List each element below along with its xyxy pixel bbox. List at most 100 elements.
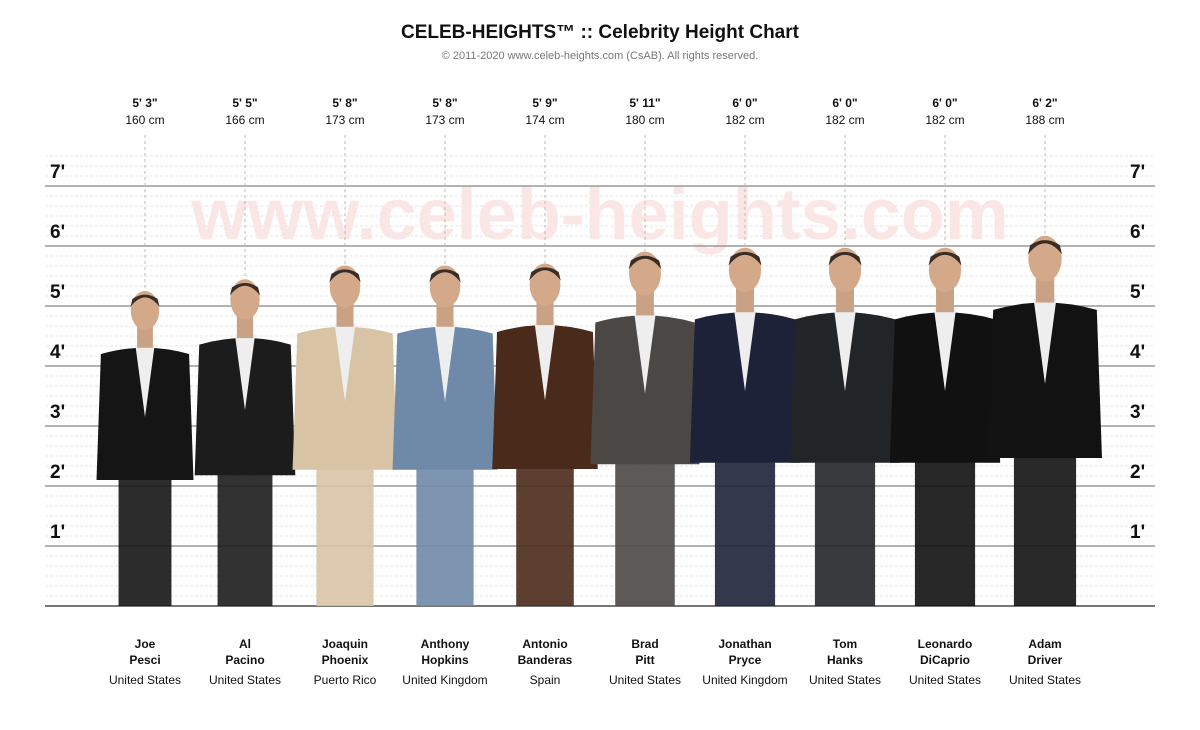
first-name: Joaquin: [322, 637, 368, 651]
height-cm-label: 182 cm: [925, 113, 964, 127]
head: [728, 247, 762, 293]
country: United States: [1009, 673, 1081, 687]
hair: [329, 269, 361, 283]
shirt: [1033, 298, 1057, 384]
head: [928, 247, 962, 293]
person-figure: [889, 135, 1001, 606]
first-name: Adam: [1028, 637, 1061, 651]
y-tick-label: 7': [50, 162, 65, 183]
head: [828, 247, 862, 293]
head: [629, 251, 661, 296]
first-name: Al: [239, 637, 251, 651]
person-figure: [392, 135, 498, 606]
head: [329, 265, 361, 308]
head: [1028, 235, 1062, 282]
hair: [928, 251, 962, 266]
shirt: [733, 308, 757, 392]
y-tick-label-right: 7': [1130, 162, 1145, 183]
shirt: [334, 323, 356, 402]
last-name: Pitt: [635, 653, 654, 667]
head: [230, 279, 260, 320]
height-ft-label: 5' 5": [232, 96, 257, 110]
height-ft-label: 6' 0": [732, 96, 757, 110]
country: Puerto Rico: [314, 673, 377, 687]
shirt: [135, 344, 155, 418]
country: United States: [609, 673, 681, 687]
country: Spain: [530, 673, 561, 687]
shirt: [534, 321, 556, 401]
height-cm-label: 182 cm: [825, 113, 864, 127]
person-figure: [689, 135, 801, 606]
country: United Kingdom: [402, 673, 487, 687]
y-tick-label: 2': [50, 462, 65, 483]
shirt: [434, 323, 456, 402]
height-cm-label: 160 cm: [125, 113, 164, 127]
person-figure: [988, 135, 1102, 606]
last-name: DiCaprio: [920, 653, 970, 667]
last-name: Phoenix: [322, 653, 369, 667]
head: [529, 263, 561, 306]
shirt: [933, 308, 957, 392]
height-cm-label: 173 cm: [325, 113, 364, 127]
height-ft-label: 5' 11": [629, 96, 660, 110]
last-name: Hopkins: [421, 653, 469, 667]
country: United Kingdom: [702, 673, 787, 687]
hair: [1027, 240, 1063, 255]
height-cm-label: 188 cm: [1025, 113, 1064, 127]
height-cm-label: 180 cm: [625, 113, 664, 127]
y-tick-label: 5': [50, 282, 65, 303]
person-figure: [590, 135, 700, 606]
chart-title: CELEB-HEIGHTS™ :: Celebrity Height Chart: [401, 22, 800, 43]
y-tick-label-right: 6': [1130, 222, 1145, 243]
last-name: Banderas: [518, 653, 573, 667]
hair: [628, 255, 662, 270]
hair: [229, 282, 261, 296]
first-name: Jonathan: [718, 637, 771, 651]
height-cm-label: 166 cm: [225, 113, 264, 127]
person-figure: [96, 135, 194, 606]
first-name: Leonardo: [918, 637, 973, 651]
person-figure: [789, 135, 901, 606]
watermark: www.celeb-heights.com: [190, 175, 1009, 255]
last-name: Pryce: [729, 653, 762, 667]
last-name: Driver: [1028, 653, 1063, 667]
height-ft-label: 6' 0": [932, 96, 957, 110]
country: United States: [809, 673, 881, 687]
y-tick-label-right: 1': [1130, 522, 1145, 543]
shirt: [634, 311, 656, 394]
y-tick-label: 1': [50, 522, 65, 543]
person-figure: [292, 135, 398, 606]
hair: [728, 251, 762, 266]
head: [130, 291, 160, 331]
person-figure: [194, 135, 296, 606]
height-cm-label: 174 cm: [525, 113, 564, 127]
first-name: Antonio: [522, 637, 567, 651]
legs: [217, 449, 273, 606]
hair: [828, 251, 862, 266]
first-name: Brad: [631, 637, 658, 651]
last-name: Pesci: [129, 653, 160, 667]
country: United States: [109, 673, 181, 687]
height-ft-label: 5' 8": [432, 96, 457, 110]
chart-subtitle: © 2011-2020 www.celeb-heights.com (CsAB)…: [442, 50, 759, 62]
person-figure: [492, 135, 598, 606]
legs: [1013, 428, 1077, 606]
height-cm-label: 182 cm: [725, 113, 764, 127]
y-tick-label-right: 5': [1130, 282, 1145, 303]
head: [429, 265, 461, 308]
last-name: Hanks: [827, 653, 863, 667]
country: United States: [909, 673, 981, 687]
hair: [130, 294, 160, 307]
y-tick-label-right: 2': [1130, 462, 1145, 483]
y-tick-label: 3': [50, 402, 65, 423]
hair: [529, 267, 561, 281]
first-name: Anthony: [421, 637, 470, 651]
shirt: [833, 308, 857, 392]
first-name: Tom: [833, 637, 857, 651]
y-tick-label-right: 4': [1130, 342, 1145, 363]
height-cm-label: 173 cm: [425, 113, 464, 127]
height-ft-label: 5' 9": [532, 96, 557, 110]
height-ft-label: 5' 8": [332, 96, 357, 110]
height-ft-label: 6' 0": [832, 96, 857, 110]
